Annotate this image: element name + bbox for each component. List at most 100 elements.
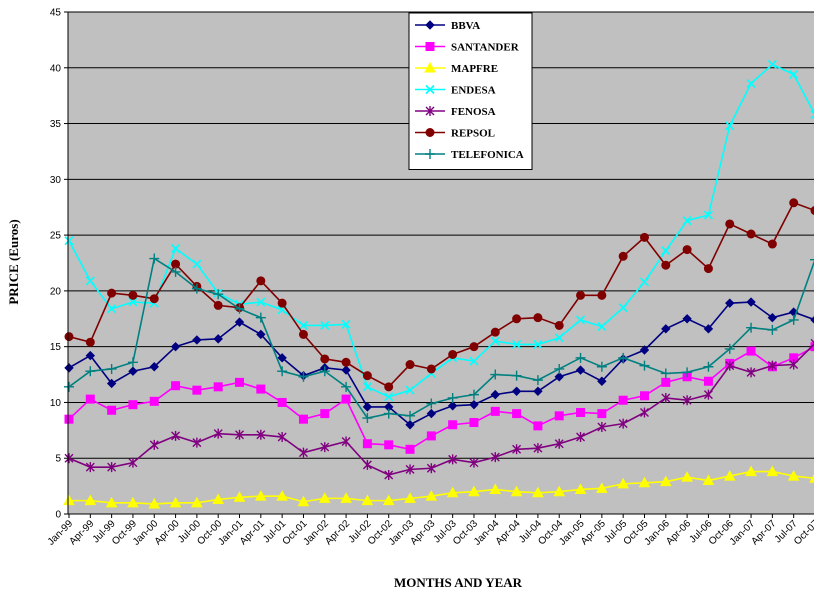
data-point-repsol bbox=[298, 329, 308, 339]
data-point-telefonica bbox=[532, 375, 543, 386]
series-bbva bbox=[64, 297, 814, 430]
data-point-telefonica bbox=[447, 392, 458, 403]
data-point-repsol bbox=[533, 313, 543, 323]
series-line-fenosa bbox=[68, 343, 814, 476]
data-point-telefonica bbox=[277, 366, 288, 377]
data-point-bbva bbox=[533, 386, 543, 396]
data-point-repsol bbox=[256, 276, 266, 286]
data-point-repsol bbox=[490, 327, 500, 337]
data-point-endesa bbox=[512, 339, 522, 350]
data-point-mapfre bbox=[297, 495, 310, 507]
x-tick-label: Apr-06 bbox=[664, 518, 693, 547]
data-point-mapfre bbox=[596, 482, 608, 493]
data-point-fenosa bbox=[490, 452, 500, 463]
data-point-santander bbox=[448, 420, 458, 430]
data-point-santander bbox=[490, 406, 500, 416]
data-point-mapfre bbox=[404, 492, 416, 503]
data-point-repsol bbox=[171, 259, 181, 269]
data-point-endesa bbox=[575, 315, 586, 325]
data-point-bbva bbox=[341, 365, 351, 375]
data-point-endesa bbox=[341, 319, 351, 329]
data-point-telefonica bbox=[554, 363, 565, 374]
data-point-mapfre bbox=[276, 490, 288, 501]
data-point-bbva bbox=[490, 389, 500, 400]
y-tick-label: 35 bbox=[50, 119, 62, 130]
data-point-telefonica bbox=[618, 352, 629, 363]
data-point-fenosa bbox=[767, 360, 777, 371]
data-point-mapfre bbox=[702, 474, 715, 486]
data-point-endesa bbox=[128, 297, 138, 307]
y-tick-labels: 0 5 10 15 20 25 30 35 40 45 bbox=[50, 8, 62, 521]
data-point-fenosa bbox=[426, 463, 436, 474]
data-point-mapfre bbox=[532, 486, 544, 498]
data-point-santander bbox=[213, 382, 223, 392]
data-point-endesa bbox=[703, 210, 713, 220]
y-tick-label: 45 bbox=[50, 8, 62, 19]
data-point-repsol bbox=[362, 371, 372, 381]
series-layer bbox=[63, 59, 814, 509]
data-point-bbva bbox=[213, 334, 223, 344]
legend-marker-santander bbox=[425, 42, 435, 51]
data-point-fenosa bbox=[597, 421, 607, 432]
data-point-mapfre bbox=[169, 496, 182, 508]
data-point-fenosa bbox=[320, 442, 330, 453]
data-point-mapfre bbox=[84, 494, 97, 506]
data-point-mapfre bbox=[489, 483, 502, 494]
data-point-endesa bbox=[746, 78, 756, 88]
legend-item-telefonica: TELEFONICA bbox=[415, 149, 524, 161]
data-point-mapfre bbox=[723, 470, 736, 481]
data-point-repsol bbox=[85, 337, 95, 347]
data-point-telefonica bbox=[468, 389, 479, 400]
data-point-santander bbox=[298, 414, 308, 424]
data-point-repsol bbox=[448, 349, 458, 359]
data-point-santander bbox=[384, 440, 394, 450]
legend-label-repsol: REPSOL bbox=[451, 128, 495, 140]
data-point-mapfre bbox=[105, 496, 118, 508]
data-point-fenosa bbox=[746, 367, 756, 378]
data-point-santander bbox=[64, 414, 74, 424]
data-point-fenosa bbox=[85, 462, 95, 473]
data-point-repsol bbox=[320, 354, 330, 364]
legend-item-santander: SANTANDER bbox=[415, 42, 520, 54]
data-point-bbva bbox=[128, 366, 138, 376]
data-point-endesa bbox=[682, 216, 692, 226]
data-point-telefonica bbox=[767, 324, 778, 335]
data-point-bbva bbox=[746, 297, 756, 307]
data-point-endesa bbox=[639, 277, 650, 287]
data-point-bbva bbox=[682, 314, 692, 324]
data-point-fenosa bbox=[107, 462, 117, 473]
data-point-bbva bbox=[597, 376, 607, 386]
data-point-telefonica bbox=[298, 371, 309, 382]
data-point-mapfre bbox=[254, 490, 267, 501]
data-point-fenosa bbox=[341, 436, 351, 447]
data-point-bbva bbox=[170, 341, 181, 352]
data-point-telefonica bbox=[191, 283, 202, 294]
data-point-fenosa bbox=[405, 464, 415, 475]
data-point-repsol bbox=[725, 219, 735, 229]
data-point-repsol bbox=[554, 320, 564, 330]
data-point-repsol bbox=[341, 357, 351, 367]
data-point-telefonica bbox=[746, 322, 757, 333]
data-point-fenosa bbox=[128, 457, 138, 468]
data-point-endesa bbox=[320, 320, 330, 331]
data-point-repsol bbox=[149, 294, 159, 304]
axes bbox=[64, 11, 814, 518]
legend-marker-fenosa bbox=[425, 106, 435, 116]
data-point-repsol bbox=[277, 298, 287, 308]
legend-marker-telefonica bbox=[425, 149, 435, 159]
data-point-mapfre bbox=[468, 485, 480, 497]
x-tick-label: Apr-01 bbox=[238, 518, 267, 547]
data-point-endesa bbox=[85, 276, 95, 286]
x-tick-label: Apr-99 bbox=[67, 518, 96, 547]
data-point-telefonica bbox=[788, 314, 799, 325]
data-point-telefonica bbox=[106, 363, 117, 374]
data-point-santander bbox=[576, 407, 586, 417]
legend-item-endesa: ENDESA bbox=[415, 85, 496, 97]
series-line-repsol bbox=[68, 201, 814, 388]
y-tick-label: 15 bbox=[50, 342, 62, 353]
x-tick-label: Apr-04 bbox=[494, 518, 523, 547]
legend-item-bbva: BBVA bbox=[415, 20, 480, 32]
data-point-mapfre bbox=[745, 465, 757, 477]
y-tick-label: 5 bbox=[55, 454, 61, 465]
